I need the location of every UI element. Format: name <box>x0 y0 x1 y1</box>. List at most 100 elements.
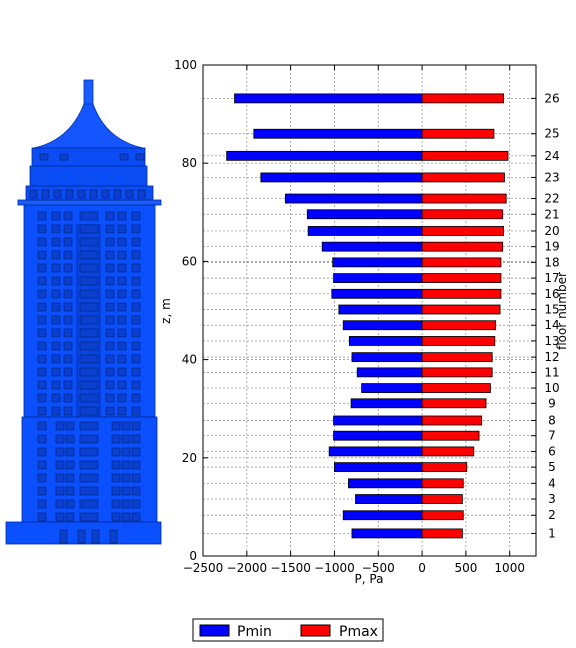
bar-pmax-floor-10 <box>421 383 491 393</box>
bar-pmax-floor-22 <box>421 193 507 204</box>
x-axis-label: P, Pa <box>355 572 384 586</box>
building-windows <box>29 153 146 544</box>
x-tick-label-1: −2000 <box>227 561 268 575</box>
bar-pmin-floor-12 <box>351 352 423 363</box>
plot-area: −2500 −2000 −1500 −1000 −500 0 500 1000 0204060… <box>174 58 560 575</box>
building-window <box>51 328 61 338</box>
building-window <box>63 354 73 364</box>
bar-pmax-floor-17 <box>421 273 502 283</box>
building-window <box>65 499 75 509</box>
building-window <box>51 263 61 273</box>
building-window <box>131 315 141 325</box>
building-window <box>131 380 141 390</box>
building-window <box>63 224 73 234</box>
building-window <box>131 302 141 312</box>
floor-tick-label-15: 16 <box>544 287 559 301</box>
building-window <box>131 367 141 377</box>
bar-pmax-floor-9 <box>421 398 487 409</box>
building-window <box>79 486 99 496</box>
bar-pmin-floor-9 <box>350 398 423 409</box>
floor-tick-label-12: 13 <box>544 334 559 348</box>
building-window <box>79 224 99 234</box>
building-window <box>79 237 99 247</box>
building-window <box>77 529 86 544</box>
building-window <box>79 211 99 221</box>
building-window <box>101 189 110 199</box>
building-window <box>121 486 131 496</box>
building-window <box>37 460 47 470</box>
building-window <box>117 250 127 260</box>
bar-pmax-floor-6 <box>421 446 475 457</box>
building-window <box>37 315 47 325</box>
building-window <box>121 434 131 444</box>
x-tick-label-3: −1000 <box>314 561 355 575</box>
building-window <box>131 250 141 260</box>
building-window <box>117 237 127 247</box>
building-window <box>105 406 115 416</box>
building-window <box>37 499 47 509</box>
building-window <box>37 237 47 247</box>
x-tick-label-0: −2500 <box>183 561 224 575</box>
building-window <box>105 250 115 260</box>
x-axis-ticks: −2500 −2000 −1500 −1000 −500 0 500 1000 <box>183 65 525 575</box>
building-window <box>37 263 47 273</box>
building-window <box>51 393 61 403</box>
building-window <box>121 512 131 522</box>
building-window <box>63 341 73 351</box>
floor-tick-label-9: 10 <box>544 381 559 395</box>
bar-pmax-floor-16 <box>421 288 502 299</box>
bar-pmin-floor-24 <box>226 150 423 161</box>
building-window <box>59 153 69 161</box>
bar-pmin-floor-1 <box>351 528 423 539</box>
bar-pmin-floor-10 <box>361 383 423 393</box>
building-window <box>79 367 99 377</box>
building-window <box>37 211 47 221</box>
building-window <box>63 393 73 403</box>
building-window <box>29 189 38 199</box>
y-tick-label-5: 100 <box>174 58 197 72</box>
y-tick-label-1: 20 <box>182 451 197 465</box>
building-window <box>41 189 50 199</box>
building-window <box>117 380 127 390</box>
building-window <box>63 263 73 273</box>
x-tick-label-7: 1000 <box>494 561 525 575</box>
building-window <box>131 289 141 299</box>
building-window <box>79 406 99 416</box>
building-window <box>89 189 98 199</box>
building-window <box>79 499 99 509</box>
building-window <box>105 380 115 390</box>
building-window <box>79 302 99 312</box>
building-window <box>131 263 141 273</box>
building-window <box>111 447 121 457</box>
bar-pmin-floor-14 <box>342 320 423 331</box>
bar-pmax-floor-19 <box>421 241 504 252</box>
bar-pmin-floor-13 <box>348 336 423 346</box>
floor-tick-label-24: 25 <box>544 127 559 141</box>
bar-pmax-floor-4 <box>421 478 464 489</box>
building-window <box>105 237 115 247</box>
bar-pmin-floor-19 <box>321 241 423 252</box>
building-window <box>117 224 127 234</box>
floor-tick-label-10: 11 <box>544 365 559 379</box>
building-window <box>79 512 99 522</box>
building-window <box>51 380 61 390</box>
building-window <box>63 237 73 247</box>
series-pmax-bars <box>421 93 509 539</box>
building-window <box>37 276 47 286</box>
building-window <box>79 447 99 457</box>
building-window <box>65 421 75 431</box>
bar-pmax-floor-25 <box>421 128 495 139</box>
building-illustration <box>5 79 162 545</box>
building-window <box>51 276 61 286</box>
building-window <box>131 499 141 509</box>
building-window <box>55 473 65 483</box>
building-window <box>59 529 68 544</box>
building-window <box>131 486 141 496</box>
building-window <box>51 211 61 221</box>
bar-pmax-floor-14 <box>421 320 497 331</box>
floor-tick-label-2: 3 <box>548 492 556 506</box>
legend-label-pmax: Pmax <box>339 624 378 640</box>
building-window <box>111 421 121 431</box>
building-window <box>105 328 115 338</box>
